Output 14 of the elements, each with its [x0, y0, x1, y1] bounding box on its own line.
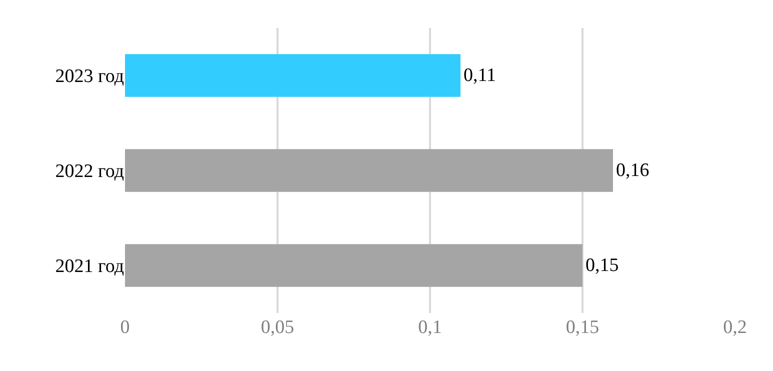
bar	[125, 149, 613, 192]
bar	[125, 54, 460, 97]
x-tick-label: 0,2	[723, 317, 747, 338]
data-label: 0,16	[616, 160, 650, 182]
x-tick-label: 0,15	[566, 317, 600, 338]
y-tick-label: 2022 год	[55, 161, 124, 182]
x-tick-label: 0,05	[260, 317, 294, 338]
x-tick-label: 0	[120, 317, 130, 338]
y-tick-label: 2023 год	[55, 66, 124, 88]
data-label: 0,11	[464, 65, 496, 86]
x-tick-label: 0,1	[418, 317, 442, 338]
bar	[125, 244, 582, 287]
y-tick-label: 2021 год	[55, 256, 124, 278]
data-label: 0,15	[586, 255, 619, 276]
